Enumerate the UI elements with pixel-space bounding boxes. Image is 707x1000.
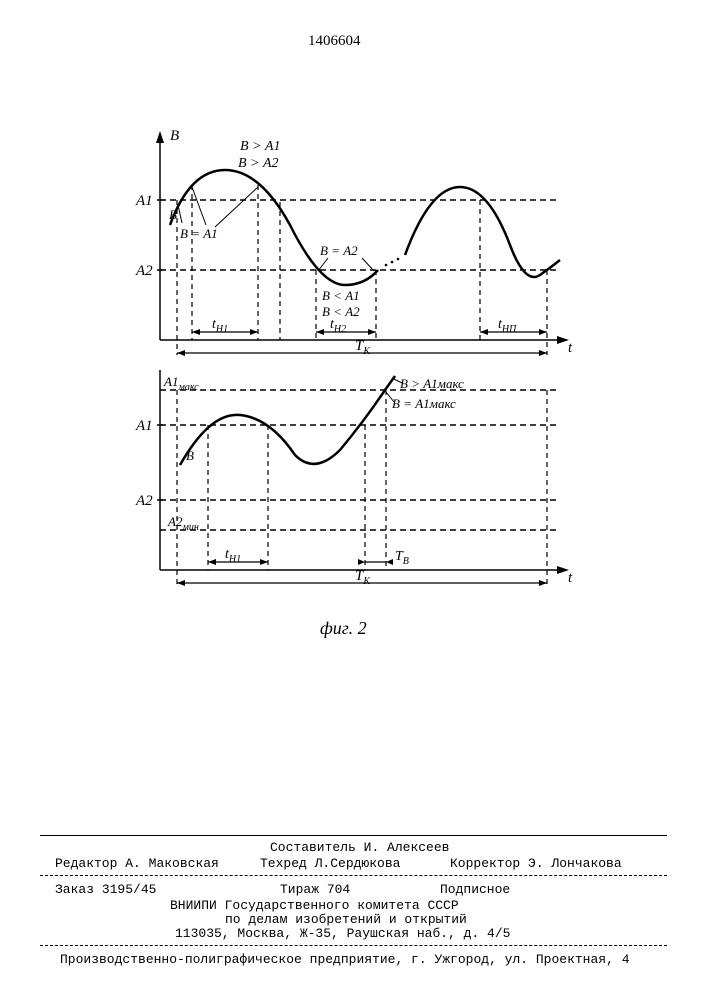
figure-caption: фиг. 2 <box>320 618 367 639</box>
annot-b-gt-a2: В > А2 <box>238 156 279 171</box>
compiler-label: Составитель <box>270 840 356 855</box>
editor-line: Редактор А. Маковская <box>55 856 219 871</box>
annot-b-gt-a1max: В > А1макс <box>400 376 464 391</box>
org-line-2: по делам изобретений и открытий <box>225 912 467 927</box>
a1max-label: А1макс <box>163 374 199 393</box>
order-line: Заказ 3195/45 <box>55 882 156 897</box>
annot-b-lt-a1: В < А1 <box>322 288 360 303</box>
annot-b-eq-a1max: В = А1макс <box>392 396 456 411</box>
level-a1-label: А1 <box>135 193 153 209</box>
editor-label: Редактор <box>55 856 117 871</box>
techred-label: Техред <box>260 856 307 871</box>
compiler-name: И. Алексеев <box>364 840 450 855</box>
techred-line: Техред Л.Сердюкова <box>260 856 400 871</box>
top-chart: В t А1 А2 В > А1 В > А2 В В = А1 <box>135 128 573 357</box>
x-axis-label: t <box>568 340 573 356</box>
corrector-label: Корректор <box>450 856 520 871</box>
figure-2-diagram: В t А1 А2 В > А1 В > А2 В В = А1 <box>130 125 600 620</box>
TB-label: ТВ <box>395 549 409 567</box>
techred-name: Л.Сердюкова <box>315 856 401 871</box>
Tk-label-top: ТК <box>355 338 371 357</box>
compiler-line: Составитель И. Алексеев <box>270 840 449 855</box>
page: { "doc_number": "1406604", "caption": "ф… <box>0 0 707 1000</box>
rule-3 <box>40 945 667 946</box>
tirazh-num: 704 <box>327 882 350 897</box>
bottom-chart: t А1макс А1 А2 А2мин В В > А1макс В = А1… <box>135 370 573 587</box>
address-line: 113035, Москва, Ж-35, Раушская наб., д. … <box>175 926 510 941</box>
document-number: 1406604 <box>308 33 361 50</box>
x-axis-label-bot: t <box>568 570 573 586</box>
annot-B-top: В <box>169 207 177 222</box>
annot-b-eq-a1: В = А1 <box>180 226 218 241</box>
level-a2-label: А2 <box>135 263 153 279</box>
rule-1 <box>40 835 667 836</box>
tirazh-line: Тираж 704 <box>280 882 350 897</box>
order-num: 3195/45 <box>102 882 157 897</box>
tirazh-label: Тираж <box>280 882 319 897</box>
y-axis-label: В <box>170 128 179 144</box>
rule-2 <box>40 875 667 876</box>
a2-label-bot: А2 <box>135 493 153 509</box>
press-line: Производственно-полиграфическое предприя… <box>60 952 630 967</box>
subscription: Подписное <box>440 882 510 897</box>
order-label: Заказ <box>55 882 94 897</box>
a1-label-bot: А1 <box>135 418 153 434</box>
annot-b-lt-a2: В < А2 <box>322 304 360 319</box>
corrector-line: Корректор Э. Лончакова <box>450 856 622 871</box>
org-line-1: ВНИИПИ Государственного комитета СССР <box>170 898 459 913</box>
annot-B-bot: В <box>186 448 194 463</box>
annot-b-eq-a2: В = А2 <box>320 243 358 258</box>
Tk-label-bot: ТК <box>355 568 371 587</box>
corrector-name: Э. Лончакова <box>528 856 622 871</box>
editor-name: А. Маковская <box>125 856 219 871</box>
annot-b-gt-a1: В > А1 <box>240 139 281 154</box>
